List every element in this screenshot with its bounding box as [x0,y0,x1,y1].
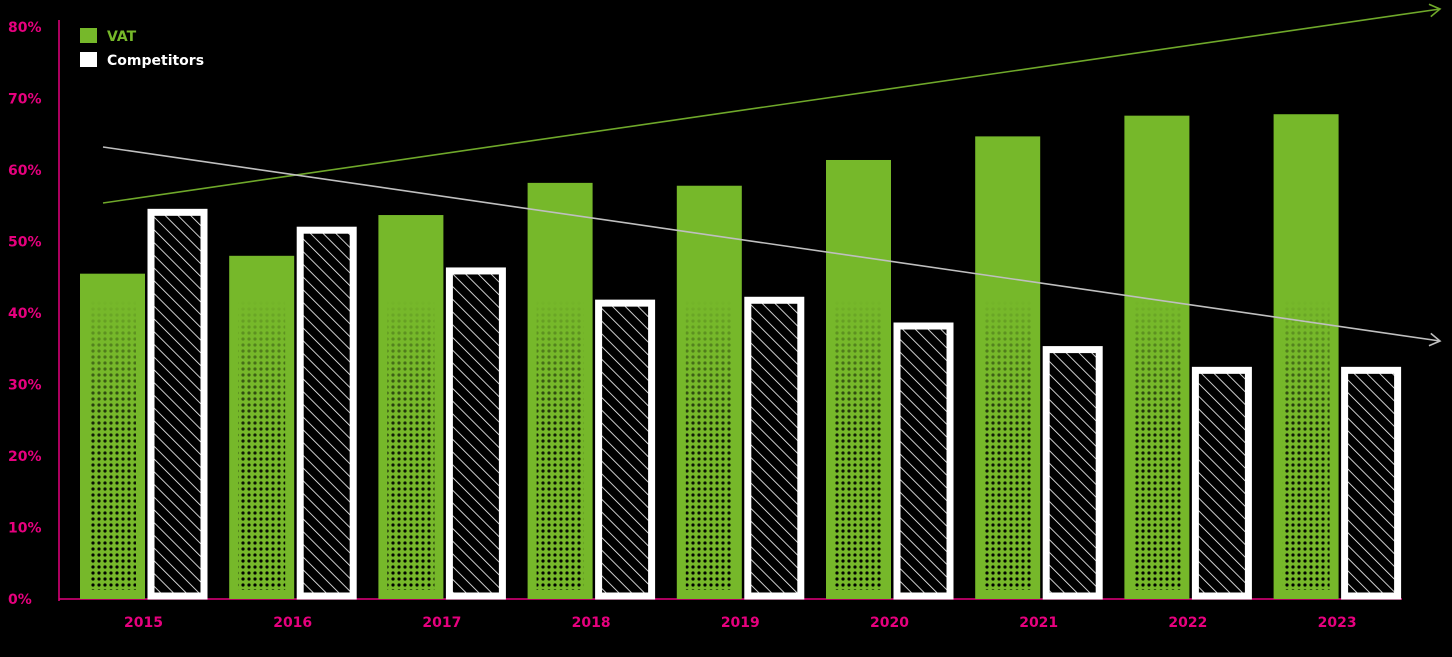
bars [80,114,1402,600]
bar-competitors [1042,346,1103,600]
trend-arrowhead-vat [1428,3,1442,18]
legend-swatch-vat [80,28,97,43]
y-tick-label: 20% [8,449,42,465]
y-tick-labels: 0% 10% 20% 30% 40% 50% 60% 70% 80% [8,20,42,608]
x-tick-label: 2017 [422,615,461,631]
y-tick-label: 30% [8,378,42,394]
bar-competitors [595,299,656,600]
x-tick-labels: 2015 2016 2017 2018 2019 2020 2021 2022 2023 [124,615,1357,631]
x-tick-label: 2020 [870,615,909,631]
bar-competitors [445,267,506,600]
legend-label-vat: VAT [107,29,137,45]
trend-line-vat [102,8,1441,204]
trend-line-competitors [102,146,1441,342]
bar-vat-dot-texture [1133,300,1181,590]
x-tick-label: 2016 [273,615,312,631]
bar-competitors [1191,366,1252,600]
x-tick-label: 2019 [721,615,760,631]
bar-competitors [744,296,805,600]
bar-competitors [1341,366,1402,600]
trend-lines [102,3,1442,347]
y-tick-label: 80% [8,20,42,36]
bar-vat-dot-texture [238,300,286,590]
bar-vat-dot-texture [89,300,136,590]
trend-arrowhead-competitors [1428,332,1442,347]
legend: VAT Competitors [80,28,204,69]
y-tick-label: 50% [8,235,42,251]
x-tick-label: 2023 [1318,615,1357,631]
bar-competitors [296,226,357,600]
y-tick-label: 40% [8,306,42,322]
y-tick-label: 60% [8,163,42,179]
x-tick-label: 2021 [1019,615,1058,631]
y-tick-label: 10% [8,521,42,537]
bar-vat-dot-texture [685,300,733,590]
x-tick-label: 2015 [124,615,163,631]
bar-vat-dot-texture [387,300,435,590]
bar-vat-dot-texture [984,300,1032,590]
x-tick-label: 2022 [1168,615,1207,631]
x-tick-label: 2018 [572,615,611,631]
y-tick-label: 70% [8,92,42,108]
bar-competitors [147,208,208,600]
bar-vat-dot-texture [835,300,882,590]
legend-swatch-competitors [80,52,97,67]
bar-vat-dot-texture [1282,300,1330,590]
bar-vat-dot-texture [536,300,584,590]
bar-competitors [893,322,954,600]
legend-label-competitors: Competitors [107,53,204,69]
y-tick-label: 0% [8,592,32,608]
